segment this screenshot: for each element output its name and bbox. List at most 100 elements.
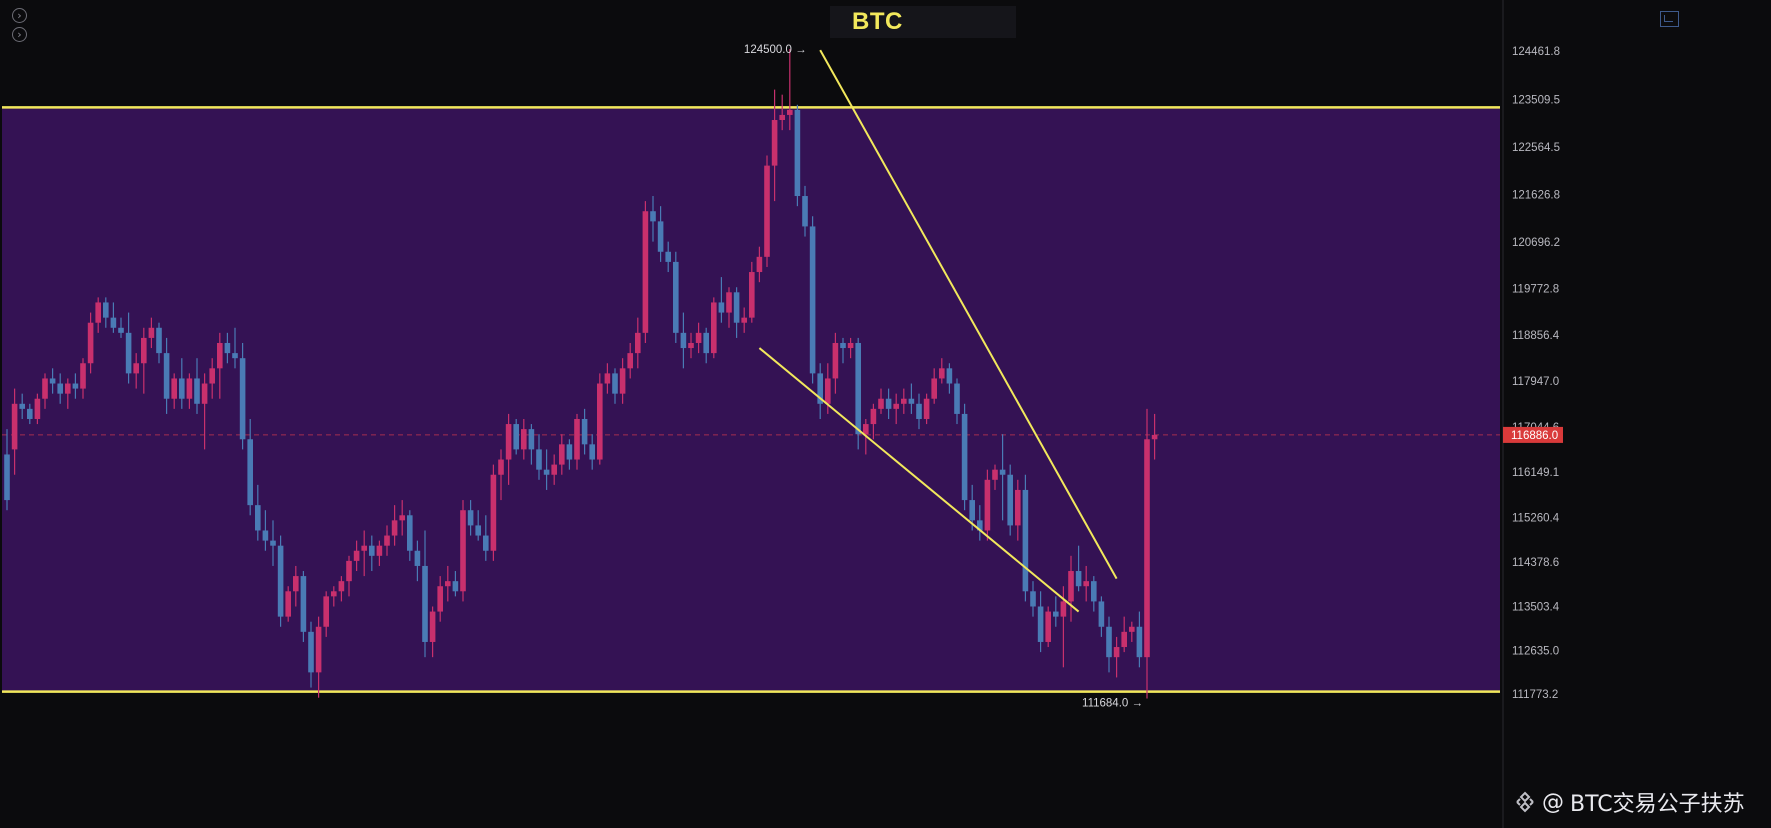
candle-body[interactable] bbox=[414, 550, 421, 566]
candle-body[interactable] bbox=[490, 474, 497, 551]
candle-body[interactable] bbox=[1022, 489, 1029, 592]
candle-body[interactable] bbox=[422, 565, 428, 642]
candle-body[interactable] bbox=[1144, 439, 1150, 658]
candle-body[interactable] bbox=[452, 581, 459, 592]
candle-body[interactable] bbox=[1106, 626, 1112, 658]
candle-body[interactable] bbox=[749, 272, 755, 318]
candle-body[interactable] bbox=[65, 383, 71, 394]
trend-line-lower[interactable] bbox=[758, 347, 1080, 613]
expand-chevron-icon[interactable]: › bbox=[12, 27, 27, 42]
candle-body[interactable] bbox=[984, 479, 991, 531]
candle-body[interactable] bbox=[946, 368, 953, 384]
candle-body[interactable] bbox=[665, 251, 671, 262]
candle-body[interactable] bbox=[308, 631, 314, 673]
candle-body[interactable] bbox=[179, 378, 185, 399]
candle-body[interactable] bbox=[992, 469, 998, 480]
candle-body[interactable] bbox=[331, 591, 337, 597]
candle-body[interactable] bbox=[118, 327, 124, 333]
candle-body[interactable] bbox=[80, 363, 86, 389]
candle-body[interactable] bbox=[323, 596, 329, 627]
candle-body[interactable] bbox=[11, 403, 18, 450]
candle-body[interactable] bbox=[961, 413, 968, 501]
candle-body[interactable] bbox=[832, 342, 839, 379]
candle-body[interactable] bbox=[133, 363, 139, 374]
candle-body[interactable] bbox=[391, 520, 398, 536]
candle-body[interactable] bbox=[726, 292, 732, 313]
candle-body[interactable] bbox=[407, 515, 413, 551]
candle-body[interactable] bbox=[483, 535, 489, 551]
candle-body[interactable] bbox=[4, 454, 10, 501]
candle-body[interactable] bbox=[794, 109, 801, 197]
candle-body[interactable] bbox=[217, 342, 223, 369]
candle-body[interactable] bbox=[566, 444, 573, 460]
candle-body[interactable] bbox=[1007, 474, 1013, 526]
candle-body[interactable] bbox=[528, 429, 535, 450]
candle-body[interactable] bbox=[513, 424, 519, 450]
candle-body[interactable] bbox=[285, 591, 291, 617]
candle-body[interactable] bbox=[201, 383, 208, 404]
candle-body[interactable] bbox=[247, 439, 253, 506]
candle-body[interactable] bbox=[110, 317, 117, 328]
candle-body[interactable] bbox=[802, 196, 808, 227]
candle-body[interactable] bbox=[1068, 571, 1074, 602]
candle-body[interactable] bbox=[969, 500, 975, 521]
candle-body[interactable] bbox=[255, 505, 261, 531]
candle-body[interactable] bbox=[1030, 591, 1036, 607]
candle-body[interactable] bbox=[27, 408, 33, 419]
candle-body[interactable] bbox=[650, 211, 656, 222]
candle-body[interactable] bbox=[1053, 611, 1059, 617]
candle-body[interactable] bbox=[171, 378, 177, 399]
candle-body[interactable] bbox=[733, 292, 740, 323]
candle-body[interactable] bbox=[878, 398, 884, 409]
candle-body[interactable] bbox=[1037, 606, 1044, 642]
candle-body[interactable] bbox=[809, 226, 816, 374]
candle-body[interactable] bbox=[521, 429, 527, 450]
candle-body[interactable] bbox=[1075, 571, 1082, 587]
candle-body[interactable] bbox=[825, 378, 831, 404]
candle-body[interactable] bbox=[224, 342, 231, 354]
candle-body[interactable] bbox=[1121, 631, 1127, 648]
candle-body[interactable] bbox=[657, 221, 664, 252]
candle-body[interactable] bbox=[817, 373, 823, 404]
candle-body[interactable] bbox=[559, 444, 565, 465]
candle-body[interactable] bbox=[1083, 581, 1089, 587]
candle-body[interactable] bbox=[847, 342, 854, 349]
trend-line-upper[interactable] bbox=[819, 49, 1118, 580]
candle-body[interactable] bbox=[262, 530, 269, 541]
candle-body[interactable] bbox=[1136, 626, 1143, 658]
candle-body[interactable] bbox=[703, 332, 709, 354]
candle-body[interactable] bbox=[437, 586, 443, 612]
candle-body[interactable] bbox=[369, 545, 375, 556]
candle-body[interactable] bbox=[688, 342, 694, 349]
candle-body[interactable] bbox=[1045, 611, 1051, 642]
candle-body[interactable] bbox=[42, 378, 48, 399]
candle-body[interactable] bbox=[467, 510, 474, 526]
candle-body[interactable] bbox=[764, 165, 770, 257]
candle-body[interactable] bbox=[574, 418, 580, 460]
candle-body[interactable] bbox=[445, 581, 451, 587]
candle-body[interactable] bbox=[232, 353, 238, 359]
candle-body[interactable] bbox=[619, 368, 626, 394]
candle-body[interactable] bbox=[779, 114, 785, 121]
candle-body[interactable] bbox=[923, 398, 930, 419]
candle-body[interactable] bbox=[756, 256, 763, 273]
candle-body[interactable] bbox=[673, 261, 679, 333]
candle-body[interactable] bbox=[1098, 601, 1105, 627]
candle-body[interactable] bbox=[855, 342, 861, 435]
candle-body[interactable] bbox=[1113, 647, 1120, 658]
candle-body[interactable] bbox=[49, 378, 56, 384]
candle-body[interactable] bbox=[353, 550, 360, 561]
candle-body[interactable] bbox=[885, 398, 892, 409]
candle-body[interactable] bbox=[95, 302, 101, 323]
candle-body[interactable] bbox=[361, 545, 367, 551]
candle-body[interactable] bbox=[346, 560, 352, 582]
candle-body[interactable] bbox=[711, 302, 717, 354]
candle-body[interactable] bbox=[1129, 626, 1135, 632]
candle-body[interactable] bbox=[103, 302, 109, 318]
candle-body[interactable] bbox=[680, 332, 687, 349]
candle-body[interactable] bbox=[931, 378, 937, 399]
candle-body[interactable] bbox=[194, 378, 200, 404]
candle-body[interactable] bbox=[901, 398, 907, 404]
candle-body[interactable] bbox=[57, 383, 63, 394]
candle-body[interactable] bbox=[148, 327, 155, 338]
